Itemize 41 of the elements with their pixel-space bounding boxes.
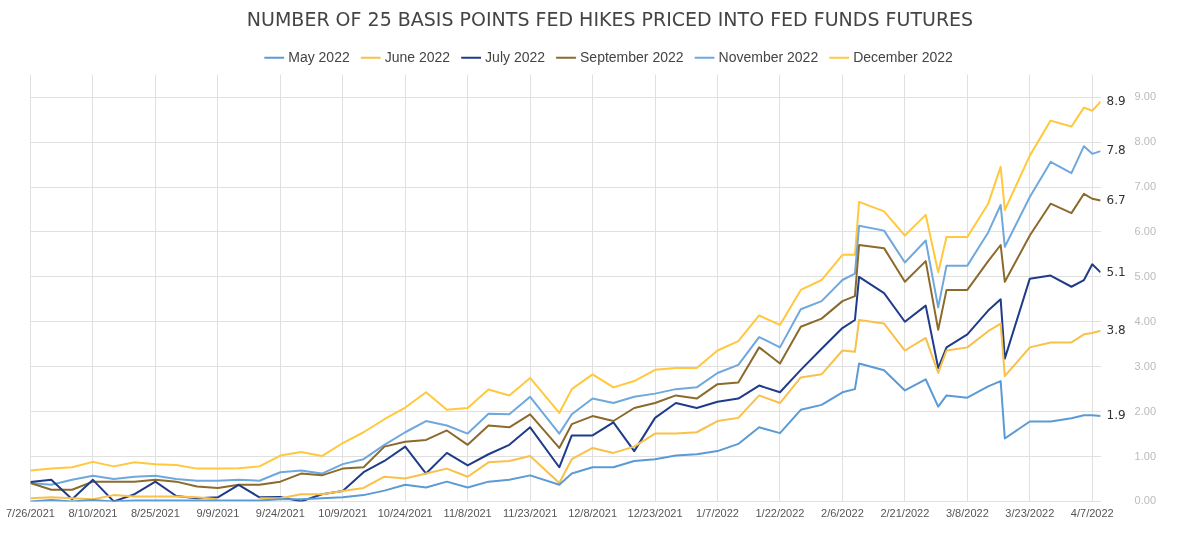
chart-title: NUMBER OF 25 BASIS POINTS FED HIKES PRICED INTO FED FUNDS FUTURES (246, 8, 974, 31)
x-tick-label: 1/22/2022 (755, 507, 805, 520)
y-tick-label: 0.00 (1134, 494, 1157, 507)
legend-label: September 2022 (580, 48, 684, 65)
y-tick-label: 3.00 (1134, 359, 1157, 372)
legend-label: November 2022 (718, 48, 819, 65)
x-tick-label: 11/8/2021 (443, 507, 492, 520)
x-tick-label: 4/7/2022 (1070, 507, 1114, 520)
x-tick-label: 7/26/2021 (6, 507, 55, 520)
x-tick-label: 10/24/2021 (377, 507, 433, 520)
x-tick-label: 8/10/2021 (68, 507, 118, 520)
y-tick-label: 4.00 (1134, 314, 1157, 327)
x-tick-label: 8/25/2021 (130, 507, 180, 520)
y-tick-label: 5.00 (1134, 269, 1157, 282)
annotation: 1.9 (1106, 408, 1126, 423)
annotation: 3.8 (1106, 322, 1126, 337)
annotation: 7.8 (1106, 143, 1126, 158)
annotation: 6.7 (1106, 192, 1126, 207)
y-tick-label: 6.00 (1134, 225, 1157, 237)
x-tick-label: 11/23/2021 (503, 507, 558, 520)
x-tick-label: 9/24/2021 (255, 507, 305, 520)
annotation: 8.9 (1106, 93, 1126, 108)
x-tick-label: 12/23/2021 (627, 507, 683, 520)
x-tick-label: 1/7/2022 (696, 507, 739, 520)
y-tick-label: 9.00 (1134, 90, 1157, 103)
legend-label: December 2022 (853, 48, 953, 65)
legend-label: June 2022 (384, 48, 451, 65)
x-tick-label: 12/8/2021 (568, 507, 618, 520)
x-tick-label: 9/9/2021 (196, 507, 240, 520)
x-tick-label: 2/6/2022 (821, 507, 864, 520)
x-tick-label: 3/23/2022 (1005, 507, 1055, 520)
x-tick-label: 3/8/2022 (945, 507, 989, 520)
legend-label: July 2022 (485, 48, 546, 65)
y-tick-label: 8.00 (1134, 135, 1157, 148)
y-tick-label: 1.00 (1134, 449, 1157, 462)
y-tick-label: 2.00 (1134, 404, 1157, 417)
annotation: 5.1 (1106, 264, 1126, 279)
x-tick-label: 10/9/2021 (318, 507, 368, 520)
legend-label: May 2022 (288, 48, 350, 65)
y-tick-label: 7.00 (1134, 180, 1157, 193)
x-tick-label: 2/21/2022 (880, 507, 930, 520)
